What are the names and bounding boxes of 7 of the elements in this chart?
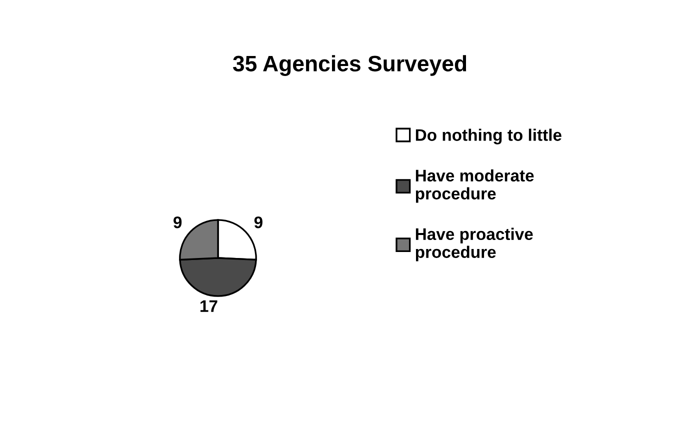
data-label: 17: [200, 300, 218, 312]
data-label: 9: [174, 216, 182, 228]
legend-label: Do nothing to little: [416, 128, 562, 144]
legend-label: Have moderate procedure: [416, 169, 534, 203]
legend-label: Have proactive procedure: [416, 228, 533, 262]
data-label: 9: [254, 216, 262, 228]
chart-title: 35 Agencies Surveyed: [232, 55, 466, 76]
